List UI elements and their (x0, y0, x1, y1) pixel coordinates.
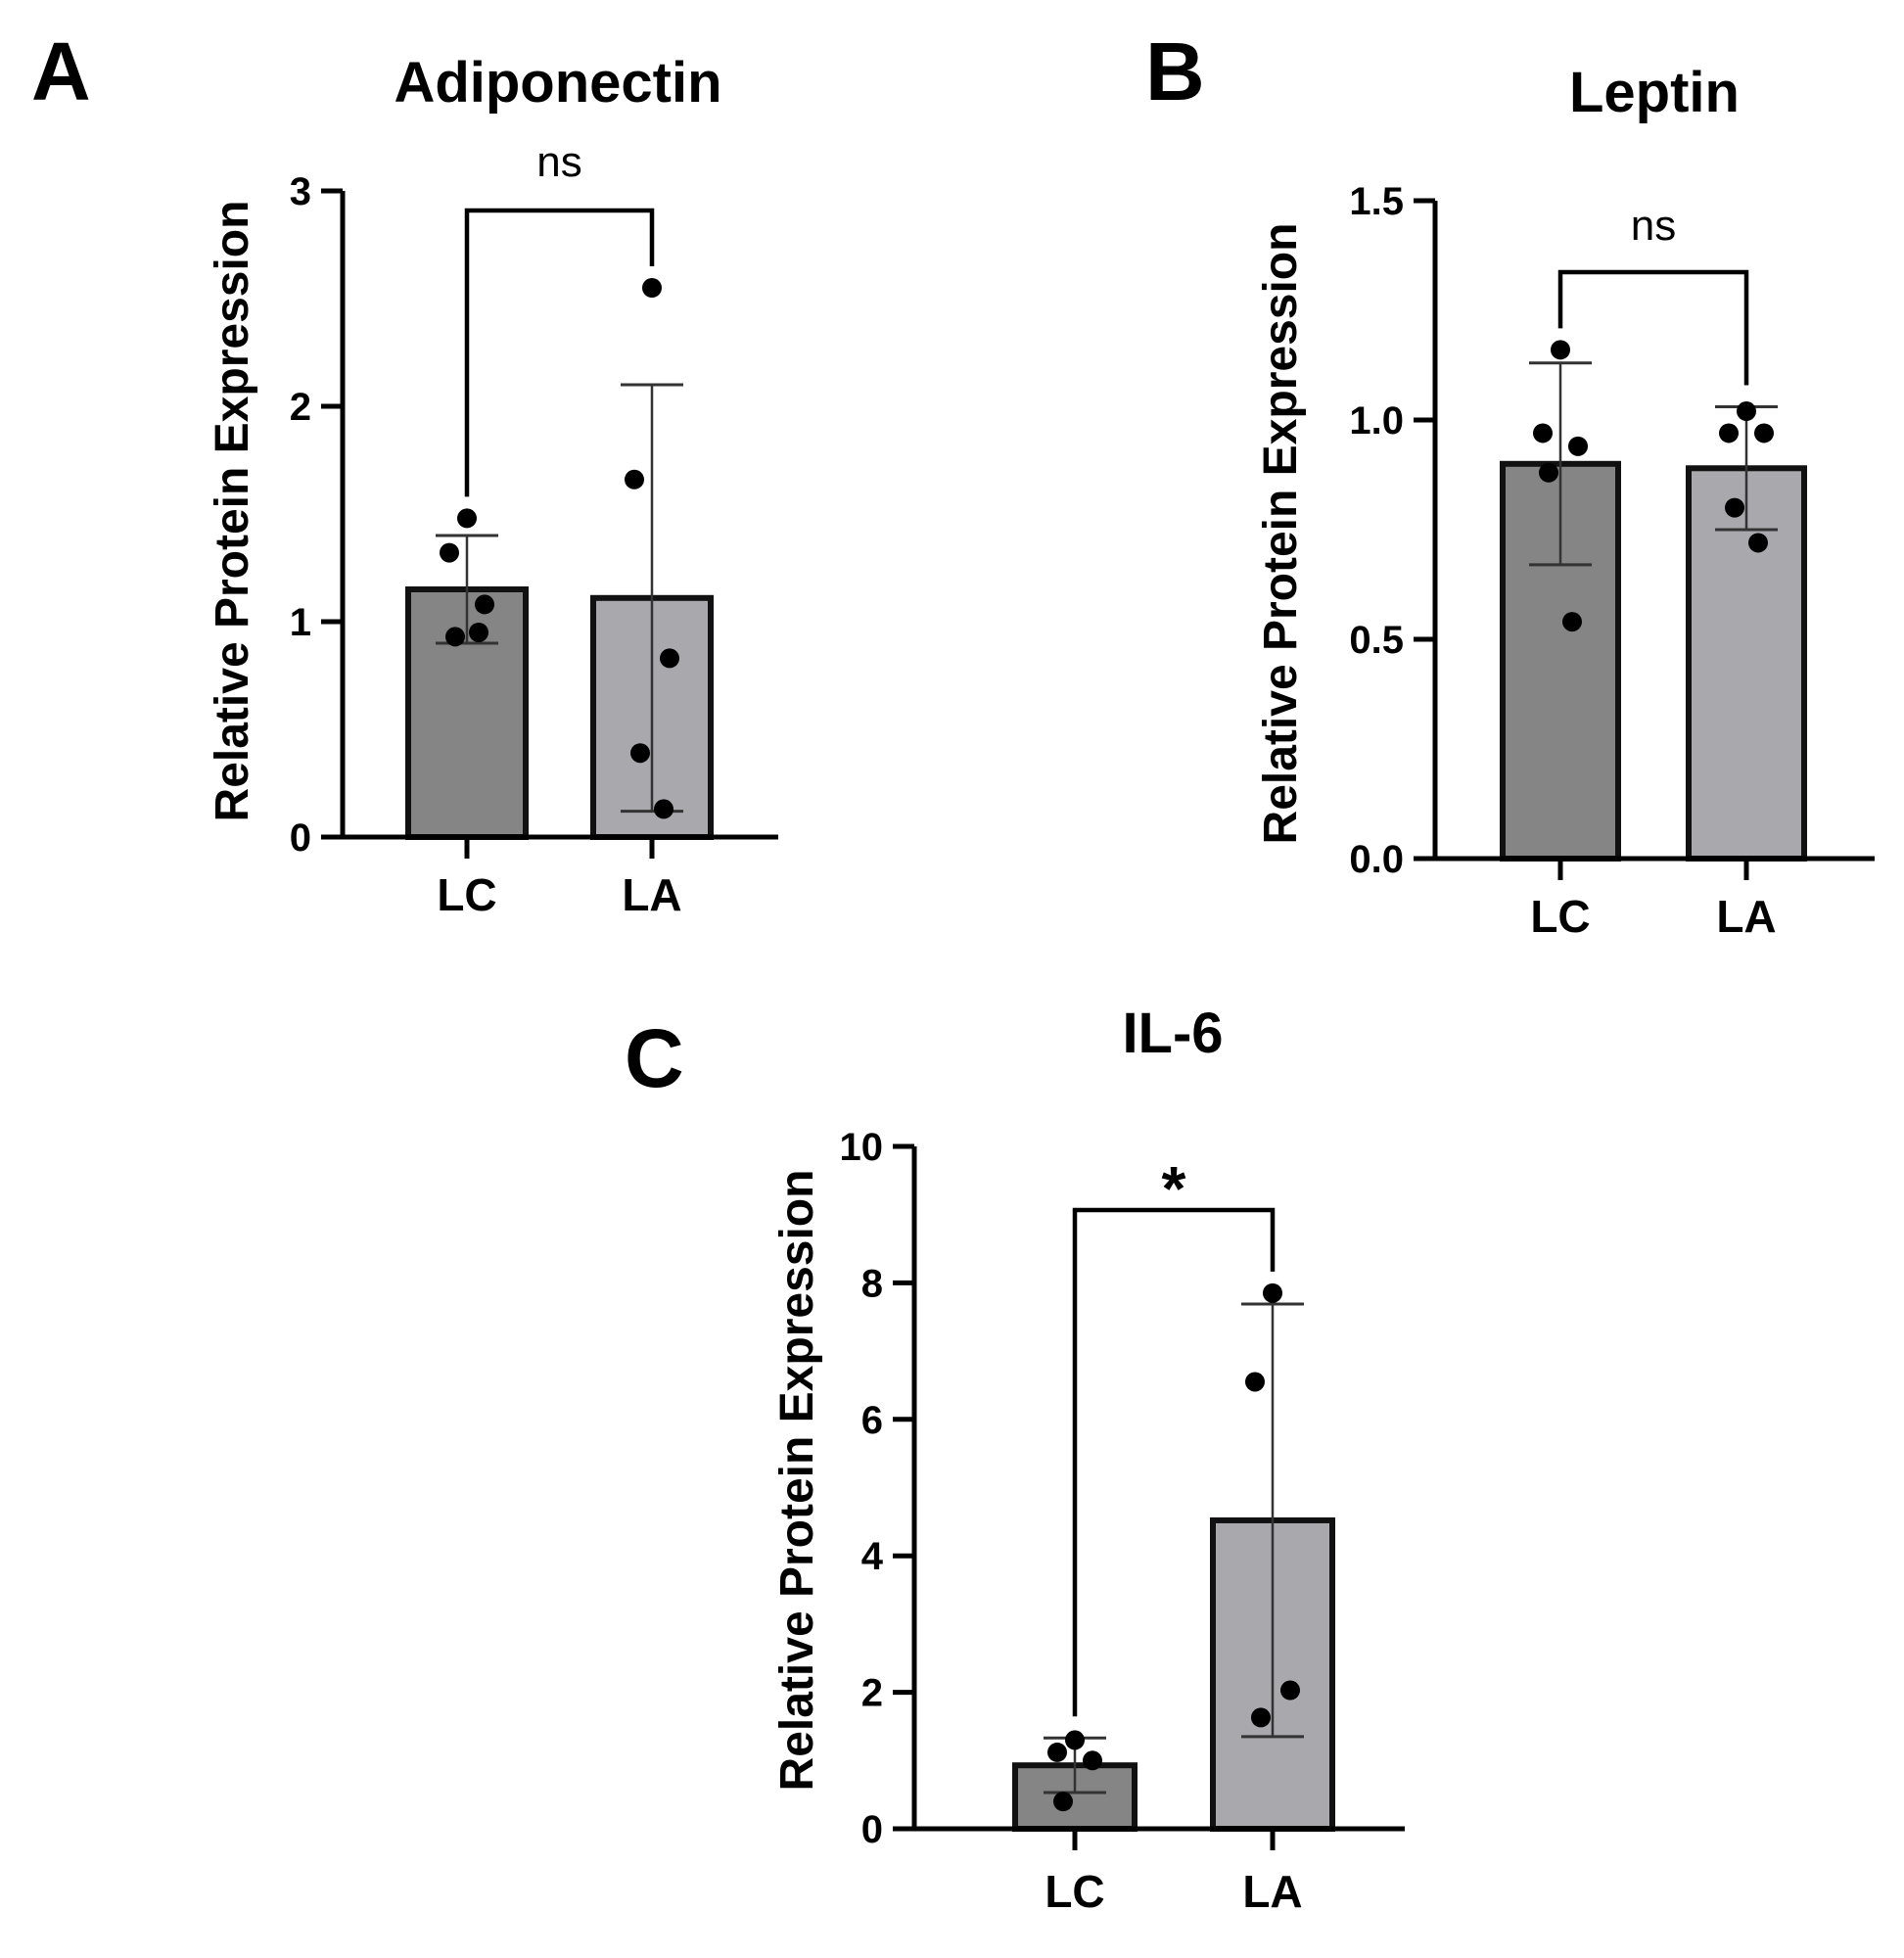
y-tick-label: 0 (290, 816, 311, 860)
y-tick-label: 6 (861, 1399, 883, 1442)
y-tick-label: 8 (861, 1262, 883, 1305)
y-axis-label-b: Relative Protein Expression (1255, 223, 1307, 845)
data-point (625, 469, 644, 490)
data-point (1065, 1730, 1085, 1750)
significance-bracket (1072, 1207, 1276, 1717)
data-point (654, 799, 673, 819)
data-point (445, 627, 465, 647)
x-tick-label-lc: LC (1530, 891, 1590, 942)
data-point (475, 594, 494, 615)
data-point (1551, 340, 1570, 360)
data-point (642, 278, 662, 298)
data-point (1748, 533, 1768, 553)
panel-letter-c: C (625, 1012, 684, 1104)
chart-title-a: Adiponectin (394, 51, 721, 115)
panel-b: B Leptin Relative Protein Expression 0.0… (1145, 25, 1875, 942)
y-tick-label: 1.0 (1349, 399, 1404, 443)
y-tick-label: 1 (290, 601, 311, 644)
data-point (1263, 1282, 1282, 1303)
y-tick-label: 2 (861, 1672, 883, 1715)
data-point (1533, 423, 1553, 443)
bar-la (1686, 465, 1807, 862)
panel-a: A Adiponectin Relative Protein Expressio… (31, 25, 778, 920)
data-point (1251, 1707, 1271, 1728)
x-tick-label-la: LA (622, 869, 681, 920)
y-tick-label: 0.5 (1349, 619, 1404, 662)
data-point (1725, 497, 1744, 518)
data-point (660, 648, 679, 669)
chart-title-c: IL-6 (1122, 1002, 1223, 1065)
data-point (1568, 436, 1588, 456)
data-point (469, 623, 488, 642)
panel-letter-a: A (31, 25, 91, 117)
y-tick-label: 10 (840, 1126, 884, 1169)
y-axis-label-c: Relative Protein Expression (771, 1170, 823, 1792)
panel-c: C IL-6 Relative Protein Expression 0 2 4 6 8… (625, 1002, 1405, 1917)
y-axis-label-a: Relative Protein Expression (207, 201, 258, 822)
data-point (1245, 1372, 1265, 1392)
y-tick-label: 0 (861, 1808, 883, 1851)
x-tick-label-la: LA (1242, 1866, 1302, 1917)
data-point (440, 542, 459, 563)
bar-lc (1500, 460, 1621, 862)
x-tick-label-lc: LC (437, 869, 496, 920)
significance-bracket (1557, 269, 1749, 386)
panel-letter-b: B (1145, 25, 1205, 117)
y-tick-label: 3 (290, 170, 311, 213)
data-point (457, 508, 477, 529)
significance-label: ns (536, 138, 581, 186)
data-point (1719, 423, 1739, 443)
y-tick-label: 1.5 (1349, 180, 1404, 223)
significance-label: * (1162, 1153, 1186, 1224)
data-point (1083, 1750, 1102, 1771)
data-point (630, 743, 650, 764)
y-tick-label: 4 (861, 1535, 884, 1578)
y-tick-label: 2 (290, 386, 311, 429)
data-point (1539, 462, 1558, 483)
data-point (1754, 423, 1774, 443)
data-point (1047, 1742, 1067, 1762)
significance-label: ns (1631, 202, 1676, 250)
chart-title-b: Leptin (1569, 61, 1740, 124)
data-point (1053, 1792, 1073, 1812)
y-tick-label: 0.0 (1349, 838, 1404, 881)
data-point (1562, 612, 1582, 632)
x-tick-label-la: LA (1716, 891, 1776, 942)
data-point (1737, 401, 1756, 422)
x-tick-label-lc: LC (1045, 1866, 1104, 1917)
significance-bracket (464, 208, 655, 497)
data-point (1280, 1680, 1300, 1701)
